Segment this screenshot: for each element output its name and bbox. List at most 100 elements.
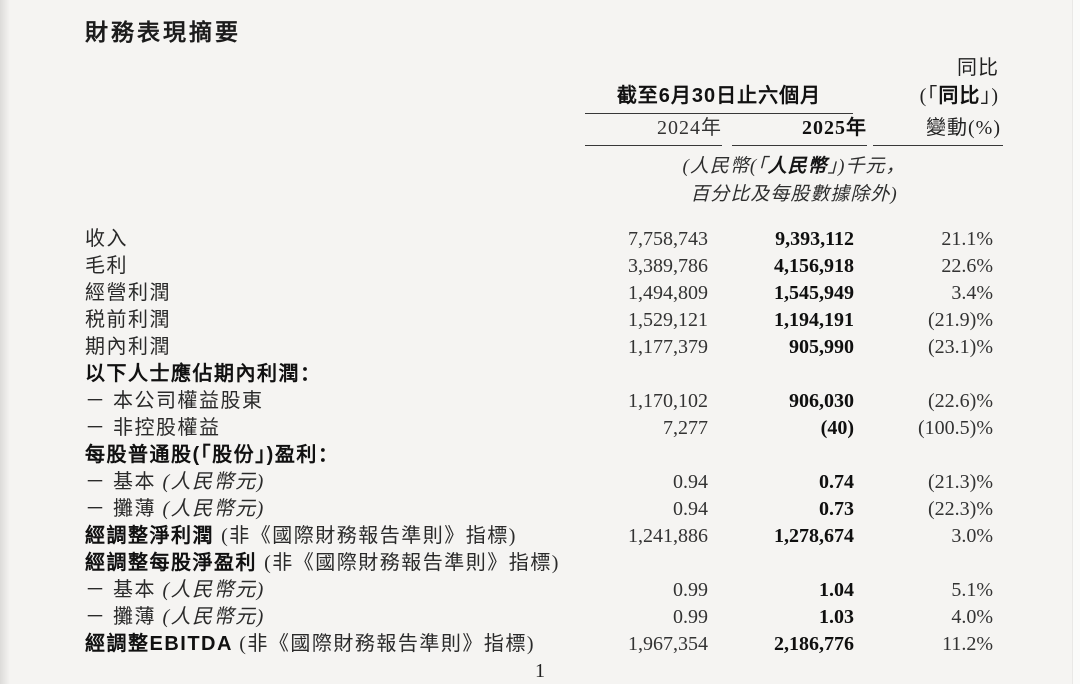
table-row: 收入 7,758,743 9,393,112 21.1% (85, 226, 1003, 253)
value-yoy-change: (21.9)% (928, 309, 993, 331)
value-yoy-change: (22.6)% (928, 390, 993, 412)
units-note-row: (人民幣(「人民幣」)千元， 百分比及每股數據除外) (85, 146, 1003, 209)
value-2024: 0.99 (673, 606, 708, 628)
table-row: 毛利 3,389,786 4,156,918 22.6% (85, 253, 1003, 280)
value-2024: 7,758,743 (628, 228, 708, 250)
table-row: － 攤薄 (人民幣元) 0.94 0.73 (22.3)% (85, 496, 1003, 523)
value-2025: 1.03 (819, 606, 854, 628)
column-header-2024: 2024年 (585, 114, 722, 146)
column-header-2025: 2025年 (732, 114, 867, 146)
value-2024: 1,177,379 (628, 336, 708, 358)
row-label: 毛利 (85, 255, 128, 277)
row-label: － 基本 (人民幣元) (85, 471, 265, 493)
value-yoy-change (867, 361, 1003, 388)
table-row: － 非控股權益 7,277 (40) (100.5)% (85, 415, 1003, 442)
table-row: 税前利潤 1,529,121 1,194,191 (21.9)% (85, 307, 1003, 334)
row-label: － 本公司權益股東 (85, 390, 264, 412)
financial-table: 同比 截至6月30日止六個月 (「同比」) 2024年 2025年 變動(%) … (85, 54, 1003, 658)
value-2025 (722, 442, 867, 469)
page-number: 1 (535, 660, 545, 682)
units-note-line1: (人民幣(「人民幣」)千元， (682, 156, 906, 177)
table-row: 每股普通股(「股份」)盈利： (85, 442, 1003, 469)
row-label: － 攤薄 (人民幣元) (85, 498, 265, 520)
table-row: 期內利潤 1,177,379 905,990 (23.1)% (85, 334, 1003, 361)
value-2025: (40) (820, 417, 854, 439)
value-yoy-change: (22.3)% (928, 498, 993, 520)
value-2024: 1,529,121 (628, 309, 708, 331)
row-label: 每股普通股(「股份」)盈利： (85, 444, 340, 466)
value-2025: 1,194,191 (774, 309, 854, 331)
table-row: 以下人士應佔期內利潤： (85, 361, 1003, 388)
table-header-row-2: 截至6月30日止六個月 (「同比」) (85, 82, 1003, 114)
header-spacer (85, 54, 585, 82)
value-yoy-change: 5.1% (951, 579, 993, 601)
value-2025: 906,030 (789, 390, 854, 412)
value-2024: 1,967,354 (628, 633, 708, 655)
table-row: － 本公司權益股東 1,170,102 906,030 (22.6)% (85, 388, 1003, 415)
table-row: － 基本 (人民幣元) 0.94 0.74 (21.3)% (85, 469, 1003, 496)
yoy-header-line2: (「同比」) (919, 85, 999, 107)
value-yoy-change: 21.1% (941, 228, 993, 250)
table-row: － 基本 (人民幣元) 0.99 1.04 5.1% (85, 577, 1003, 604)
value-2025 (722, 361, 867, 388)
value-2025: 9,393,112 (775, 228, 854, 250)
value-2024 (585, 442, 722, 469)
value-2025: 1.04 (819, 579, 854, 601)
page-left-edge-shadow (0, 0, 10, 684)
table-row: 經營利潤 1,494,809 1,545,949 3.4% (85, 280, 1003, 307)
table-header-row-3: 2024年 2025年 變動(%) (85, 114, 1003, 146)
value-2025 (722, 550, 867, 577)
table-row: 經調整淨利潤 (非《國際財務報告準則》指標) 1,241,886 1,278,6… (85, 523, 1003, 550)
table-header-row-1: 同比 (85, 54, 1003, 82)
row-label: 經營利潤 (85, 282, 171, 304)
value-yoy-change (867, 550, 1003, 577)
value-2025: 0.74 (819, 471, 854, 493)
value-yoy-change: 4.0% (951, 606, 993, 628)
units-note: (人民幣(「人民幣」)千元， 百分比及每股數據除外) (585, 146, 1003, 209)
value-2024: 0.94 (673, 471, 708, 493)
value-2024: 3,389,786 (628, 255, 708, 277)
value-2025: 1,545,949 (774, 282, 854, 304)
value-2024 (585, 550, 722, 577)
row-label: 税前利潤 (85, 309, 171, 331)
value-2024: 1,241,886 (628, 525, 708, 547)
row-label: － 攤薄 (人民幣元) (85, 606, 265, 628)
row-label: 經調整每股淨盈利 (非《國際財務報告準則》指標) (85, 552, 560, 574)
value-2024: 0.94 (673, 498, 708, 520)
row-label: 期內利潤 (85, 336, 171, 358)
value-yoy-change: 3.4% (951, 282, 993, 304)
row-label: 經調整EBITDA (非《國際財務報告準則》指標) (85, 633, 536, 655)
page-title: 財務表現摘要 (85, 19, 241, 45)
row-label: － 非控股權益 (85, 417, 221, 439)
table-row: 經調整EBITDA (非《國際財務報告準則》指標) 1,967,354 2,18… (85, 631, 1003, 658)
value-yoy-change: (23.1)% (928, 336, 993, 358)
row-label: 經調整淨利潤 (非《國際財務報告準則》指標) (85, 525, 517, 547)
value-2024: 1,170,102 (628, 390, 708, 412)
value-yoy-change: (21.3)% (928, 471, 993, 493)
value-yoy-change: (100.5)% (918, 417, 993, 439)
row-label: － 基本 (人民幣元) (85, 579, 265, 601)
units-note-line2: 百分比及每股數據除外) (690, 184, 898, 205)
value-2024: 1,494,809 (628, 282, 708, 304)
period-header: 截至6月30日止六個月 (585, 82, 853, 114)
value-2025: 905,990 (789, 336, 854, 358)
value-2025: 4,156,918 (774, 255, 854, 277)
yoy-header-line1: 同比 (957, 57, 999, 79)
value-yoy-change: 11.2% (942, 633, 993, 655)
value-2025: 1,278,674 (774, 525, 854, 547)
financial-summary-page: 財務表現摘要 同比 截至6月30日止六個月 (「同比」) 2024年 2025年… (85, 19, 1003, 658)
value-yoy-change: 3.0% (951, 525, 993, 547)
value-2024 (585, 361, 722, 388)
page-right-edge (1072, 0, 1080, 684)
row-label: 收入 (85, 228, 128, 250)
value-2025: 0.73 (819, 498, 854, 520)
row-label: 以下人士應佔期內利潤： (85, 363, 322, 385)
value-yoy-change: 22.6% (941, 255, 993, 277)
table-row: － 攤薄 (人民幣元) 0.99 1.03 4.0% (85, 604, 1003, 631)
table-row: 經調整每股淨盈利 (非《國際財務報告準則》指標) (85, 550, 1003, 577)
value-yoy-change (867, 442, 1003, 469)
value-2024: 7,277 (663, 417, 708, 439)
value-2024: 0.99 (673, 579, 708, 601)
table-body: 收入 7,758,743 9,393,112 21.1% 毛利 3,389,78… (85, 226, 1003, 658)
value-2025: 2,186,776 (774, 633, 854, 655)
